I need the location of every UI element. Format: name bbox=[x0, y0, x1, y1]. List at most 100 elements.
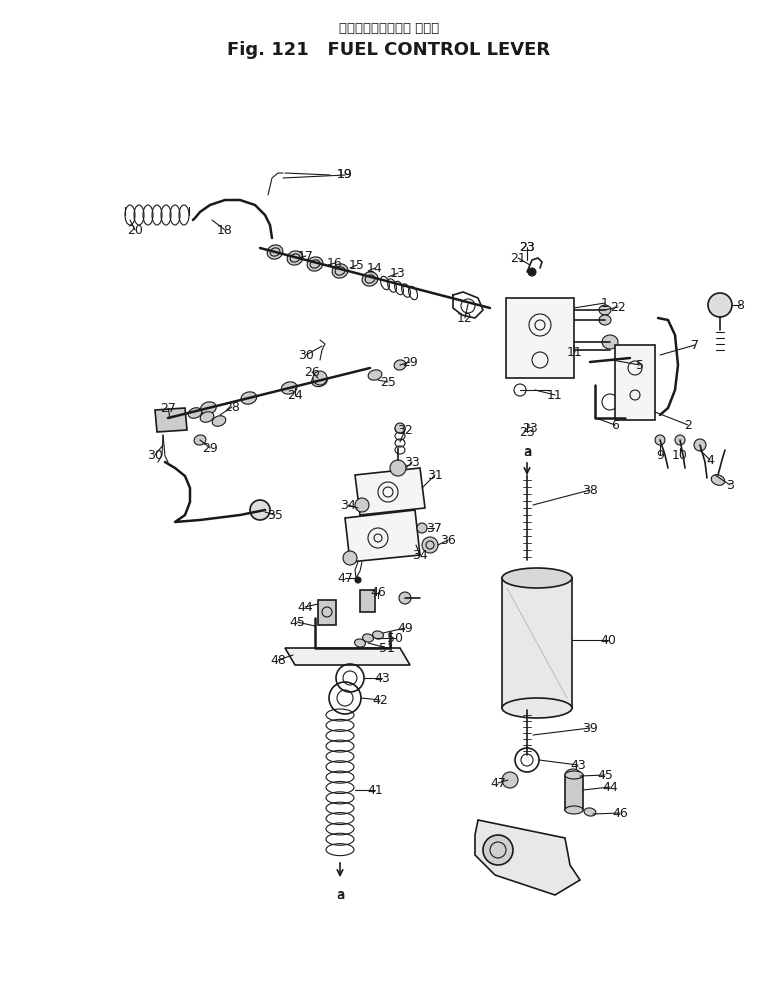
Text: 30: 30 bbox=[147, 449, 163, 462]
Text: 47: 47 bbox=[337, 571, 353, 584]
Text: 14: 14 bbox=[367, 261, 382, 274]
Ellipse shape bbox=[212, 416, 226, 427]
Bar bbox=[360, 590, 375, 612]
Text: a: a bbox=[523, 446, 530, 459]
Circle shape bbox=[395, 423, 405, 433]
Bar bbox=[318, 600, 336, 625]
Circle shape bbox=[502, 772, 518, 788]
Ellipse shape bbox=[354, 639, 365, 647]
Ellipse shape bbox=[307, 257, 323, 271]
Text: 4: 4 bbox=[706, 454, 714, 467]
Text: 45: 45 bbox=[597, 769, 613, 782]
Text: 23: 23 bbox=[522, 422, 538, 435]
Ellipse shape bbox=[565, 806, 583, 814]
Circle shape bbox=[694, 439, 706, 451]
Text: 31: 31 bbox=[427, 469, 443, 482]
Text: 50: 50 bbox=[387, 631, 403, 644]
Text: 23: 23 bbox=[519, 426, 535, 439]
Text: 32: 32 bbox=[397, 424, 413, 437]
Text: 28: 28 bbox=[224, 401, 240, 414]
Text: 9: 9 bbox=[656, 449, 664, 462]
Ellipse shape bbox=[362, 634, 373, 642]
Text: 24: 24 bbox=[287, 389, 303, 402]
Text: 27: 27 bbox=[160, 402, 176, 415]
Text: 43: 43 bbox=[374, 672, 390, 685]
Text: 36: 36 bbox=[440, 533, 456, 546]
Ellipse shape bbox=[281, 382, 297, 394]
Circle shape bbox=[343, 551, 357, 565]
Ellipse shape bbox=[200, 402, 217, 414]
Ellipse shape bbox=[267, 245, 283, 259]
Ellipse shape bbox=[189, 408, 202, 419]
Text: 51: 51 bbox=[379, 641, 395, 654]
Text: 11: 11 bbox=[547, 389, 563, 402]
Text: Fig. 121   FUEL CONTROL LEVER: Fig. 121 FUEL CONTROL LEVER bbox=[227, 41, 551, 59]
Circle shape bbox=[313, 371, 327, 385]
Polygon shape bbox=[155, 408, 187, 432]
Circle shape bbox=[355, 498, 369, 512]
Polygon shape bbox=[345, 510, 420, 562]
Text: フェルコントロール レバー: フェルコントロール レバー bbox=[339, 22, 439, 35]
Text: 43: 43 bbox=[570, 759, 586, 772]
Ellipse shape bbox=[565, 769, 581, 781]
Text: 19: 19 bbox=[337, 168, 353, 181]
Text: 41: 41 bbox=[367, 784, 382, 797]
Text: 38: 38 bbox=[582, 484, 598, 497]
Text: 42: 42 bbox=[372, 694, 388, 707]
Text: 39: 39 bbox=[582, 722, 597, 735]
Ellipse shape bbox=[194, 435, 206, 445]
Text: 48: 48 bbox=[270, 653, 286, 667]
Text: 40: 40 bbox=[600, 633, 616, 646]
Text: 46: 46 bbox=[370, 585, 386, 598]
Circle shape bbox=[399, 592, 411, 604]
Bar bbox=[506, 298, 574, 378]
Text: 20: 20 bbox=[127, 223, 143, 236]
Text: a: a bbox=[336, 888, 344, 901]
Text: a: a bbox=[336, 888, 344, 902]
Ellipse shape bbox=[200, 412, 213, 423]
Ellipse shape bbox=[584, 808, 596, 817]
Text: 12: 12 bbox=[457, 311, 473, 324]
Text: 17: 17 bbox=[298, 249, 314, 262]
Ellipse shape bbox=[362, 272, 378, 286]
Polygon shape bbox=[475, 820, 580, 895]
Ellipse shape bbox=[368, 370, 382, 380]
Text: 8: 8 bbox=[736, 298, 744, 311]
Bar bbox=[502, 578, 572, 708]
Text: 33: 33 bbox=[404, 456, 420, 469]
Text: 44: 44 bbox=[602, 781, 618, 794]
Ellipse shape bbox=[394, 360, 406, 370]
Ellipse shape bbox=[241, 392, 257, 404]
Text: 47: 47 bbox=[490, 777, 506, 790]
Text: 21: 21 bbox=[510, 251, 526, 264]
Text: a: a bbox=[523, 445, 531, 459]
Circle shape bbox=[708, 293, 732, 317]
Circle shape bbox=[417, 523, 427, 533]
Text: 7: 7 bbox=[691, 339, 699, 352]
Text: 25: 25 bbox=[380, 376, 396, 389]
Text: 10: 10 bbox=[672, 449, 688, 462]
Text: 18: 18 bbox=[217, 223, 233, 236]
Text: 23: 23 bbox=[519, 240, 535, 253]
Text: 44: 44 bbox=[297, 600, 313, 613]
Text: 49: 49 bbox=[397, 621, 413, 634]
Text: 22: 22 bbox=[610, 300, 626, 313]
Text: 23: 23 bbox=[519, 240, 535, 253]
Text: 19: 19 bbox=[337, 168, 353, 181]
Text: 15: 15 bbox=[349, 258, 365, 271]
Ellipse shape bbox=[332, 264, 348, 278]
Circle shape bbox=[528, 268, 536, 276]
Text: 11: 11 bbox=[567, 346, 583, 359]
Text: 1: 1 bbox=[601, 296, 609, 309]
Circle shape bbox=[675, 435, 685, 445]
Ellipse shape bbox=[312, 374, 327, 387]
Ellipse shape bbox=[711, 475, 724, 486]
Text: 46: 46 bbox=[612, 807, 628, 820]
Text: 26: 26 bbox=[304, 366, 320, 379]
Circle shape bbox=[655, 435, 665, 445]
Polygon shape bbox=[285, 648, 410, 665]
Circle shape bbox=[250, 500, 270, 520]
Circle shape bbox=[355, 577, 361, 583]
Text: 45: 45 bbox=[289, 615, 305, 628]
Ellipse shape bbox=[502, 568, 572, 588]
